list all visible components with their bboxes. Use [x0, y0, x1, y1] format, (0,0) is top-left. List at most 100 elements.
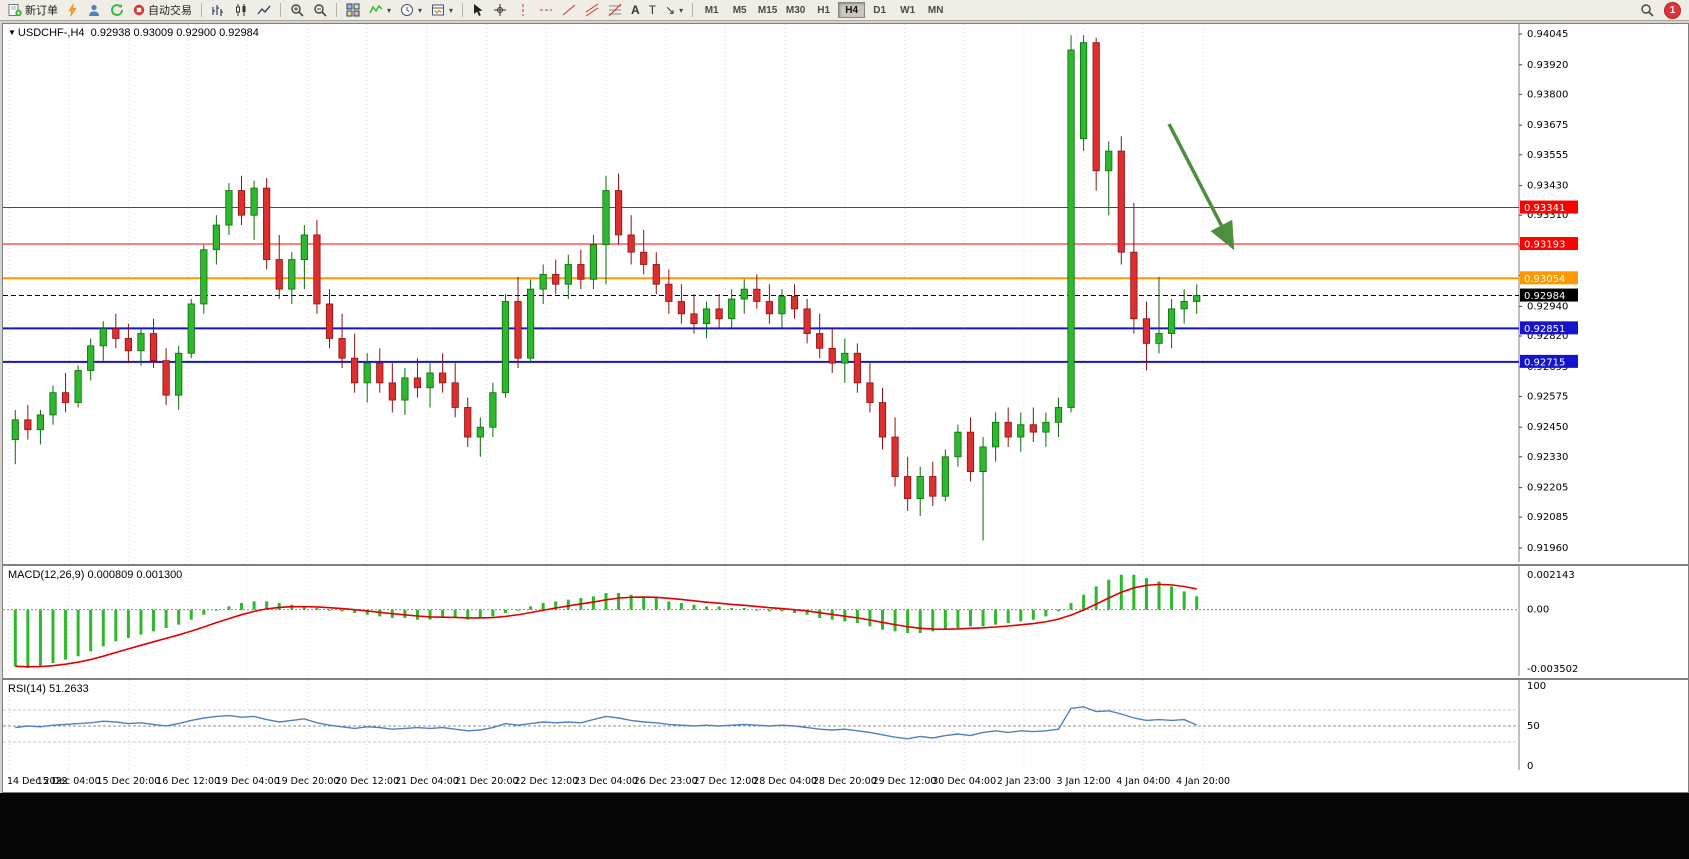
- new-order-button[interactable]: 新订单: [4, 1, 62, 19]
- timeframe-m1-button[interactable]: M1: [698, 2, 725, 18]
- rsi-chart-canvas: 100 50 0: [3, 680, 1546, 770]
- fibonacci-button[interactable]: [604, 1, 626, 19]
- vertical-line-button[interactable]: [512, 1, 534, 19]
- svg-text:0.92984: 0.92984: [1524, 291, 1565, 302]
- candlestick-chart-canvas: 0.94045 0.93920 0.93800 0.93675 0.93555 0.934…: [3, 24, 1578, 562]
- candlestick-chart-button[interactable]: [230, 1, 252, 19]
- text-icon: A: [631, 3, 640, 17]
- toolbar: 新订单 自动交易: [0, 0, 1689, 21]
- svg-text:0.93054: 0.93054: [1524, 274, 1565, 285]
- svg-text:100: 100: [1527, 681, 1546, 692]
- zoom-in-button[interactable]: [286, 1, 308, 19]
- symbol-dropdown-icon[interactable]: ▼: [8, 28, 16, 37]
- time-axis[interactable]: 14 Dec 2022 15 Dec 04:00 15 Dec 20:00 16 De…: [2, 772, 1689, 793]
- ignite-button[interactable]: [63, 1, 82, 19]
- text-label-button[interactable]: T: [645, 1, 660, 19]
- rsi-indicator-pane[interactable]: RSI(14) 51.2633 100 50 0: [2, 679, 1689, 773]
- time-label: 23 Dec 04:00: [574, 776, 638, 787]
- svg-text:0.93341: 0.93341: [1524, 203, 1565, 214]
- channel-button[interactable]: [581, 1, 603, 19]
- time-label: 4 Jan 04:00: [1116, 776, 1171, 787]
- profiles-button[interactable]: [83, 1, 105, 19]
- svg-text:0.002143: 0.002143: [1527, 570, 1575, 581]
- horizontal-lines-layer[interactable]: 0.93341 0.93193 0.93054 0.92851 0.92715: [3, 200, 1578, 369]
- crosshair-icon: [494, 4, 507, 16]
- timeframe-h4-button[interactable]: H4: [838, 2, 866, 18]
- new-order-icon: [8, 4, 22, 17]
- time-label: 14 Dec 2022: [7, 776, 68, 787]
- chevron-down-icon: ▾: [449, 5, 454, 15]
- macd-values: 0.000809 0.001300: [87, 569, 183, 581]
- svg-text:0: 0: [1527, 761, 1533, 770]
- templates-button[interactable]: ▾: [427, 1, 457, 19]
- grid-layer: [8, 680, 1204, 770]
- svg-text:0.93800: 0.93800: [1527, 89, 1568, 100]
- refresh-icon: [111, 4, 123, 16]
- timeframe-mn-button[interactable]: MN: [922, 2, 949, 18]
- refresh-button[interactable]: [106, 1, 128, 19]
- svg-text:0.94045: 0.94045: [1527, 29, 1568, 40]
- timeframe-m5-button[interactable]: M5: [726, 2, 753, 18]
- current-price-badge: 0.92984: [1520, 288, 1578, 302]
- toolbar-separator: [462, 3, 464, 17]
- toolbar-separator: [692, 3, 694, 17]
- timeframe-h1-button[interactable]: H1: [810, 2, 837, 18]
- macd-signal-line: [15, 583, 1197, 668]
- crosshair-button[interactable]: [489, 1, 511, 19]
- timeframe-w1-button[interactable]: W1: [894, 2, 921, 18]
- auto-trading-button[interactable]: 自动交易: [129, 1, 196, 19]
- cursor-button[interactable]: [468, 1, 488, 19]
- rsi-label: RSI(14) 51.2633: [8, 683, 89, 695]
- time-label: 3 Jan 12:00: [1056, 776, 1111, 787]
- svg-text:0.93920: 0.93920: [1527, 60, 1568, 71]
- time-label: 15 Dec 20:00: [96, 776, 161, 787]
- search-button[interactable]: [1636, 1, 1658, 19]
- text-button[interactable]: A: [627, 1, 644, 19]
- svg-text:0.93193: 0.93193: [1524, 240, 1565, 251]
- chevron-down-icon: ▾: [387, 5, 392, 15]
- timeframe-m30-button[interactable]: M30: [782, 2, 809, 18]
- toolbar-right-group: 1: [1636, 1, 1685, 19]
- indicators-button[interactable]: ▾: [365, 1, 395, 19]
- timeframe-d1-button[interactable]: D1: [866, 2, 893, 18]
- channel-icon: [585, 3, 599, 17]
- periods-button[interactable]: ▾: [396, 1, 426, 19]
- macd-axis-labels: 0.002143 0.00 -0.003502: [1527, 570, 1578, 675]
- trend-arrow-annotation[interactable]: [1167, 123, 1235, 251]
- time-label: 2 Jan 23:00: [996, 776, 1051, 787]
- time-label: 28 Dec 04:00: [753, 776, 818, 787]
- macd-indicator-pane[interactable]: MACD(12,26,9) 0.000809 0.001300 0.002143…: [2, 565, 1689, 679]
- svg-text:0.93555: 0.93555: [1527, 150, 1568, 161]
- lightning-icon: [68, 3, 77, 17]
- vertical-line-icon: [522, 4, 524, 16]
- zoom-out-button[interactable]: [309, 1, 331, 19]
- time-label: 15 Dec 04:00: [36, 776, 101, 787]
- notification-badge[interactable]: 1: [1664, 1, 1681, 19]
- rsi-value: 51.2633: [48, 683, 89, 695]
- svg-text:0.93675: 0.93675: [1527, 120, 1568, 131]
- svg-text:50: 50: [1527, 721, 1540, 732]
- svg-text:0.92450: 0.92450: [1527, 422, 1568, 433]
- tile-windows-button[interactable]: [342, 1, 364, 19]
- trendline-button[interactable]: [558, 1, 580, 19]
- horizontal-line-button[interactable]: [535, 1, 557, 19]
- main-chart-pane[interactable]: ▼ USDCHF-,H4 0.92938 0.93009 0.92900 0.92…: [2, 23, 1689, 565]
- toolbar-separator: [280, 3, 281, 17]
- timeframe-m15-button[interactable]: M15: [754, 2, 781, 18]
- svg-text:0.00: 0.00: [1527, 605, 1549, 616]
- chevron-down-icon: ▾: [679, 5, 684, 15]
- template-icon: [432, 4, 445, 16]
- chart-title: ▼ USDCHF-,H4 0.92938 0.93009 0.92900 0.92…: [8, 27, 259, 39]
- chart-ohlc-values: 0.92938 0.93009 0.92900 0.92984: [90, 27, 259, 39]
- time-label: 22 Dec 12:00: [514, 776, 579, 787]
- svg-text:0.93430: 0.93430: [1527, 181, 1568, 192]
- arrows-button[interactable]: ↘ ▾: [661, 1, 687, 19]
- line-chart-icon: [257, 5, 271, 15]
- candles-layer: [11, 35, 1201, 541]
- horizontal-line-icon: [540, 9, 553, 11]
- line-chart-button[interactable]: [253, 1, 275, 19]
- bottom-strip: [0, 793, 1689, 859]
- fibonacci-icon: [608, 3, 622, 17]
- bar-chart-button[interactable]: [207, 1, 229, 19]
